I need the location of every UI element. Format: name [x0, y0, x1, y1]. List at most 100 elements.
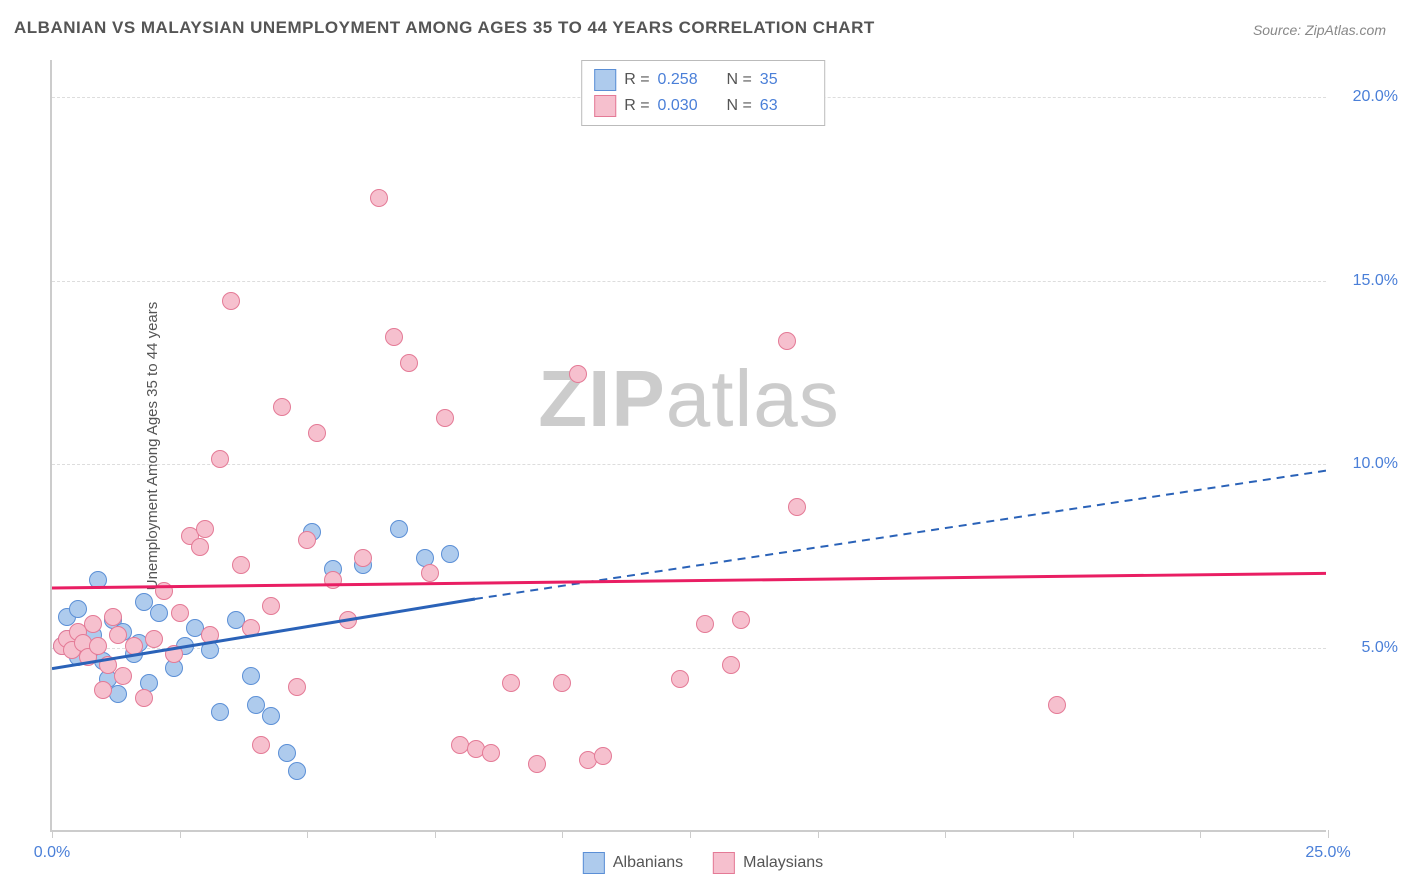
source-label: Source: ZipAtlas.com — [1253, 22, 1386, 38]
x-tick — [1200, 830, 1201, 838]
x-tick — [945, 830, 946, 838]
scatter-point — [278, 744, 296, 762]
chart-title: ALBANIAN VS MALAYSIAN UNEMPLOYMENT AMONG… — [14, 18, 875, 38]
scatter-point — [421, 564, 439, 582]
stats-r-label: R = — [624, 71, 649, 89]
scatter-point — [191, 538, 209, 556]
scatter-point — [528, 755, 546, 773]
scatter-point — [778, 332, 796, 350]
x-tick — [180, 830, 181, 838]
scatter-point — [196, 520, 214, 538]
scatter-point — [114, 667, 132, 685]
plot-area: ZIPatlas 5.0%10.0%15.0%20.0%0.0%25.0% — [50, 60, 1326, 832]
legend-item: Albanians — [583, 852, 683, 874]
legend-swatch — [583, 852, 605, 874]
gridline — [52, 464, 1326, 465]
scatter-point — [436, 409, 454, 427]
scatter-point — [288, 678, 306, 696]
scatter-point — [201, 626, 219, 644]
watermark-bold: ZIP — [538, 354, 665, 443]
stats-n-label: N = — [718, 71, 752, 89]
scatter-point — [252, 736, 270, 754]
x-tick — [562, 830, 563, 838]
scatter-point — [569, 365, 587, 383]
x-tick — [52, 830, 53, 838]
stats-row: R = 0.258 N = 35 — [594, 67, 812, 93]
scatter-point — [104, 608, 122, 626]
scatter-point — [339, 611, 357, 629]
scatter-point — [441, 545, 459, 563]
scatter-point — [288, 762, 306, 780]
watermark-rest: atlas — [666, 354, 840, 443]
scatter-point — [400, 354, 418, 372]
x-tick-label: 0.0% — [34, 844, 70, 862]
x-tick — [690, 830, 691, 838]
scatter-point — [354, 549, 372, 567]
y-tick-label: 15.0% — [1338, 272, 1398, 290]
scatter-point — [211, 450, 229, 468]
scatter-point — [502, 674, 520, 692]
legend-item: Malaysians — [713, 852, 823, 874]
y-tick-label: 20.0% — [1338, 88, 1398, 106]
legend-swatch — [713, 852, 735, 874]
y-tick-label: 5.0% — [1338, 639, 1398, 657]
scatter-point — [553, 674, 571, 692]
stats-n-value: 35 — [760, 71, 812, 89]
scatter-point — [324, 571, 342, 589]
stats-n-label: N = — [718, 97, 752, 115]
scatter-point — [155, 582, 173, 600]
scatter-point — [171, 604, 189, 622]
scatter-point — [69, 600, 87, 618]
scatter-point — [696, 615, 714, 633]
stats-r-value: 0.030 — [658, 97, 710, 115]
stats-row: R = 0.030 N = 63 — [594, 93, 812, 119]
scatter-point — [84, 615, 102, 633]
scatter-point — [211, 703, 229, 721]
scatter-point — [482, 744, 500, 762]
scatter-point — [1048, 696, 1066, 714]
gridline — [52, 648, 1326, 649]
x-tick — [435, 830, 436, 838]
scatter-point — [671, 670, 689, 688]
scatter-point — [125, 637, 143, 655]
x-tick-label: 25.0% — [1305, 844, 1350, 862]
scatter-point — [788, 498, 806, 516]
legend-label: Malaysians — [743, 854, 823, 872]
stats-r-value: 0.258 — [658, 71, 710, 89]
legend-swatch — [594, 95, 616, 117]
x-tick — [1328, 830, 1329, 838]
scatter-point — [242, 667, 260, 685]
scatter-point — [732, 611, 750, 629]
gridline — [52, 281, 1326, 282]
scatter-point — [594, 747, 612, 765]
scatter-point — [109, 685, 127, 703]
x-tick — [1073, 830, 1074, 838]
stats-n-value: 63 — [760, 97, 812, 115]
scatter-point — [262, 597, 280, 615]
y-tick-label: 10.0% — [1338, 455, 1398, 473]
scatter-point — [390, 520, 408, 538]
scatter-point — [150, 604, 168, 622]
scatter-point — [89, 571, 107, 589]
scatter-point — [370, 189, 388, 207]
scatter-point — [89, 637, 107, 655]
scatter-point — [385, 328, 403, 346]
scatter-point — [722, 656, 740, 674]
scatter-point — [135, 689, 153, 707]
x-tick — [818, 830, 819, 838]
scatter-point — [232, 556, 250, 574]
legend-swatch — [594, 69, 616, 91]
scatter-point — [273, 398, 291, 416]
bottom-legend: Albanians Malaysians — [583, 852, 823, 874]
scatter-point — [298, 531, 316, 549]
scatter-point — [165, 645, 183, 663]
stats-r-label: R = — [624, 97, 649, 115]
scatter-point — [308, 424, 326, 442]
scatter-point — [94, 681, 112, 699]
scatter-point — [242, 619, 260, 637]
scatter-point — [262, 707, 280, 725]
scatter-point — [145, 630, 163, 648]
scatter-point — [222, 292, 240, 310]
legend-label: Albanians — [613, 854, 683, 872]
x-tick — [307, 830, 308, 838]
